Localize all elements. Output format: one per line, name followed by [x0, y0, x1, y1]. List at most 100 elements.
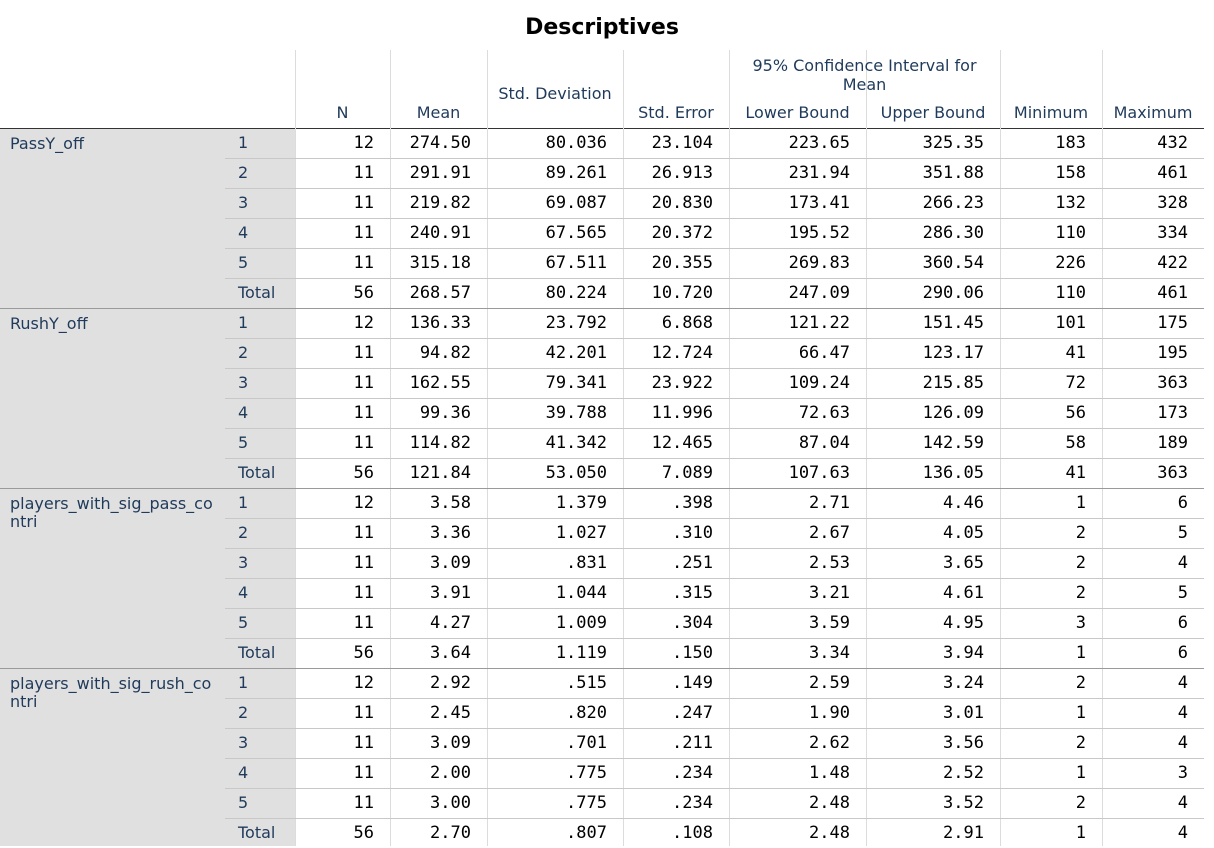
table-cell: 215.85: [922, 373, 984, 393]
row-rule: [225, 458, 1204, 459]
table-cell: 11: [353, 553, 374, 573]
table-cell: 3.52: [943, 793, 984, 813]
table-cell: 1.119: [555, 643, 607, 663]
table-cell: .234: [672, 763, 713, 783]
row-rule: [225, 218, 1204, 219]
row-rule: [0, 668, 1204, 669]
table-cell: 1.044: [555, 583, 607, 603]
group-label: 1: [238, 673, 249, 692]
table-cell: 3.59: [809, 613, 850, 633]
table-cell: 11: [353, 793, 374, 813]
table-cell: 11.996: [651, 403, 713, 423]
table-cell: 3.34: [809, 643, 850, 663]
table-cell: 12: [353, 313, 374, 333]
table-cell: 2.00: [430, 763, 471, 783]
row-rule: [225, 698, 1204, 699]
table-cell: 351.88: [922, 163, 984, 183]
table-cell: 2.53: [809, 553, 850, 573]
table-cell: 56: [353, 463, 374, 483]
row-rule: [225, 278, 1204, 279]
table-cell: 2.67: [809, 523, 850, 543]
row-rule: [225, 788, 1204, 789]
group-label: 2: [238, 163, 249, 182]
group-label: 3: [238, 373, 249, 392]
table-cell: .247: [672, 703, 713, 723]
table-cell: 72.63: [798, 403, 850, 423]
table-cell: .807: [566, 823, 607, 843]
group-label: 5: [238, 793, 249, 812]
row-rule: [0, 308, 1204, 309]
table-cell: 3.09: [430, 733, 471, 753]
table-cell: 2: [1075, 793, 1086, 813]
table-cell: 1: [1075, 763, 1086, 783]
table-cell: 87.04: [798, 433, 850, 453]
table-cell: 315.18: [409, 253, 471, 273]
table-cell: 1.379: [555, 493, 607, 513]
table-cell: .108: [672, 823, 713, 843]
table-cell: 226: [1055, 253, 1086, 273]
table-cell: 23.922: [651, 373, 713, 393]
table-cell: 3.21: [809, 583, 850, 603]
table-cell: .304: [672, 613, 713, 633]
table-cell: 4.46: [943, 493, 984, 513]
ci-group-header: 95% Confidence Interval for Mean: [752, 56, 977, 94]
row-rule: [225, 728, 1204, 729]
table-cell: .701: [566, 733, 607, 753]
table-cell: .831: [566, 553, 607, 573]
table-cell: 1.90: [809, 703, 850, 723]
group-label: 3: [238, 553, 249, 572]
table-cell: 11: [353, 763, 374, 783]
table-cell: 328: [1157, 193, 1188, 213]
table-cell: 12: [353, 673, 374, 693]
table-cell: 53.050: [545, 463, 607, 483]
table-cell: 67.511: [545, 253, 607, 273]
row-rule: [225, 608, 1204, 609]
table-cell: 3: [1075, 613, 1086, 633]
group-label: 4: [238, 223, 249, 242]
table-cell: 4.61: [943, 583, 984, 603]
table-cell: .515: [566, 673, 607, 693]
row-rule: [225, 398, 1204, 399]
row-rule: [225, 158, 1204, 159]
table-cell: 12: [353, 133, 374, 153]
table-cell: 6: [1177, 613, 1188, 633]
table-cell: 23.792: [545, 313, 607, 333]
table-cell: 5: [1177, 583, 1188, 603]
table-cell: 2.71: [809, 493, 850, 513]
column-header-lower-bound: Lower Bound: [745, 103, 850, 122]
table-cell: 66.47: [798, 343, 850, 363]
table-cell: 42.201: [545, 343, 607, 363]
column-header-std-deviation: Std. Deviation: [498, 84, 612, 103]
table-cell: 26.913: [651, 163, 713, 183]
table-cell: 3.94: [943, 643, 984, 663]
table-cell: 2.59: [809, 673, 850, 693]
table-cell: 269.83: [788, 253, 850, 273]
table-cell: 4: [1177, 673, 1188, 693]
header-rule: [0, 128, 1204, 129]
table-cell: 4: [1177, 733, 1188, 753]
table-cell: 11: [353, 613, 374, 633]
table-cell: 56: [353, 823, 374, 843]
variable-label: PassY_off: [10, 134, 84, 153]
variable-label: players_with_sig_rush_contri: [10, 674, 212, 711]
table-cell: 2.62: [809, 733, 850, 753]
table-cell: 11: [353, 403, 374, 423]
table-cell: 121.84: [409, 463, 471, 483]
table-cell: .211: [672, 733, 713, 753]
column-divider: [623, 50, 624, 846]
group-label: Total: [238, 823, 276, 842]
table-cell: 151.45: [922, 313, 984, 333]
row-rule: [225, 428, 1204, 429]
table-cell: 1.009: [555, 613, 607, 633]
table-cell: 4: [1177, 703, 1188, 723]
table-cell: 23.104: [651, 133, 713, 153]
table-cell: 132: [1055, 193, 1086, 213]
table-cell: .315: [672, 583, 713, 603]
column-divider: [390, 50, 391, 846]
table-cell: 3.64: [430, 643, 471, 663]
table-cell: 189: [1157, 433, 1188, 453]
table-cell: 3.56: [943, 733, 984, 753]
table-cell: 80.036: [545, 133, 607, 153]
group-label: 1: [238, 313, 249, 332]
